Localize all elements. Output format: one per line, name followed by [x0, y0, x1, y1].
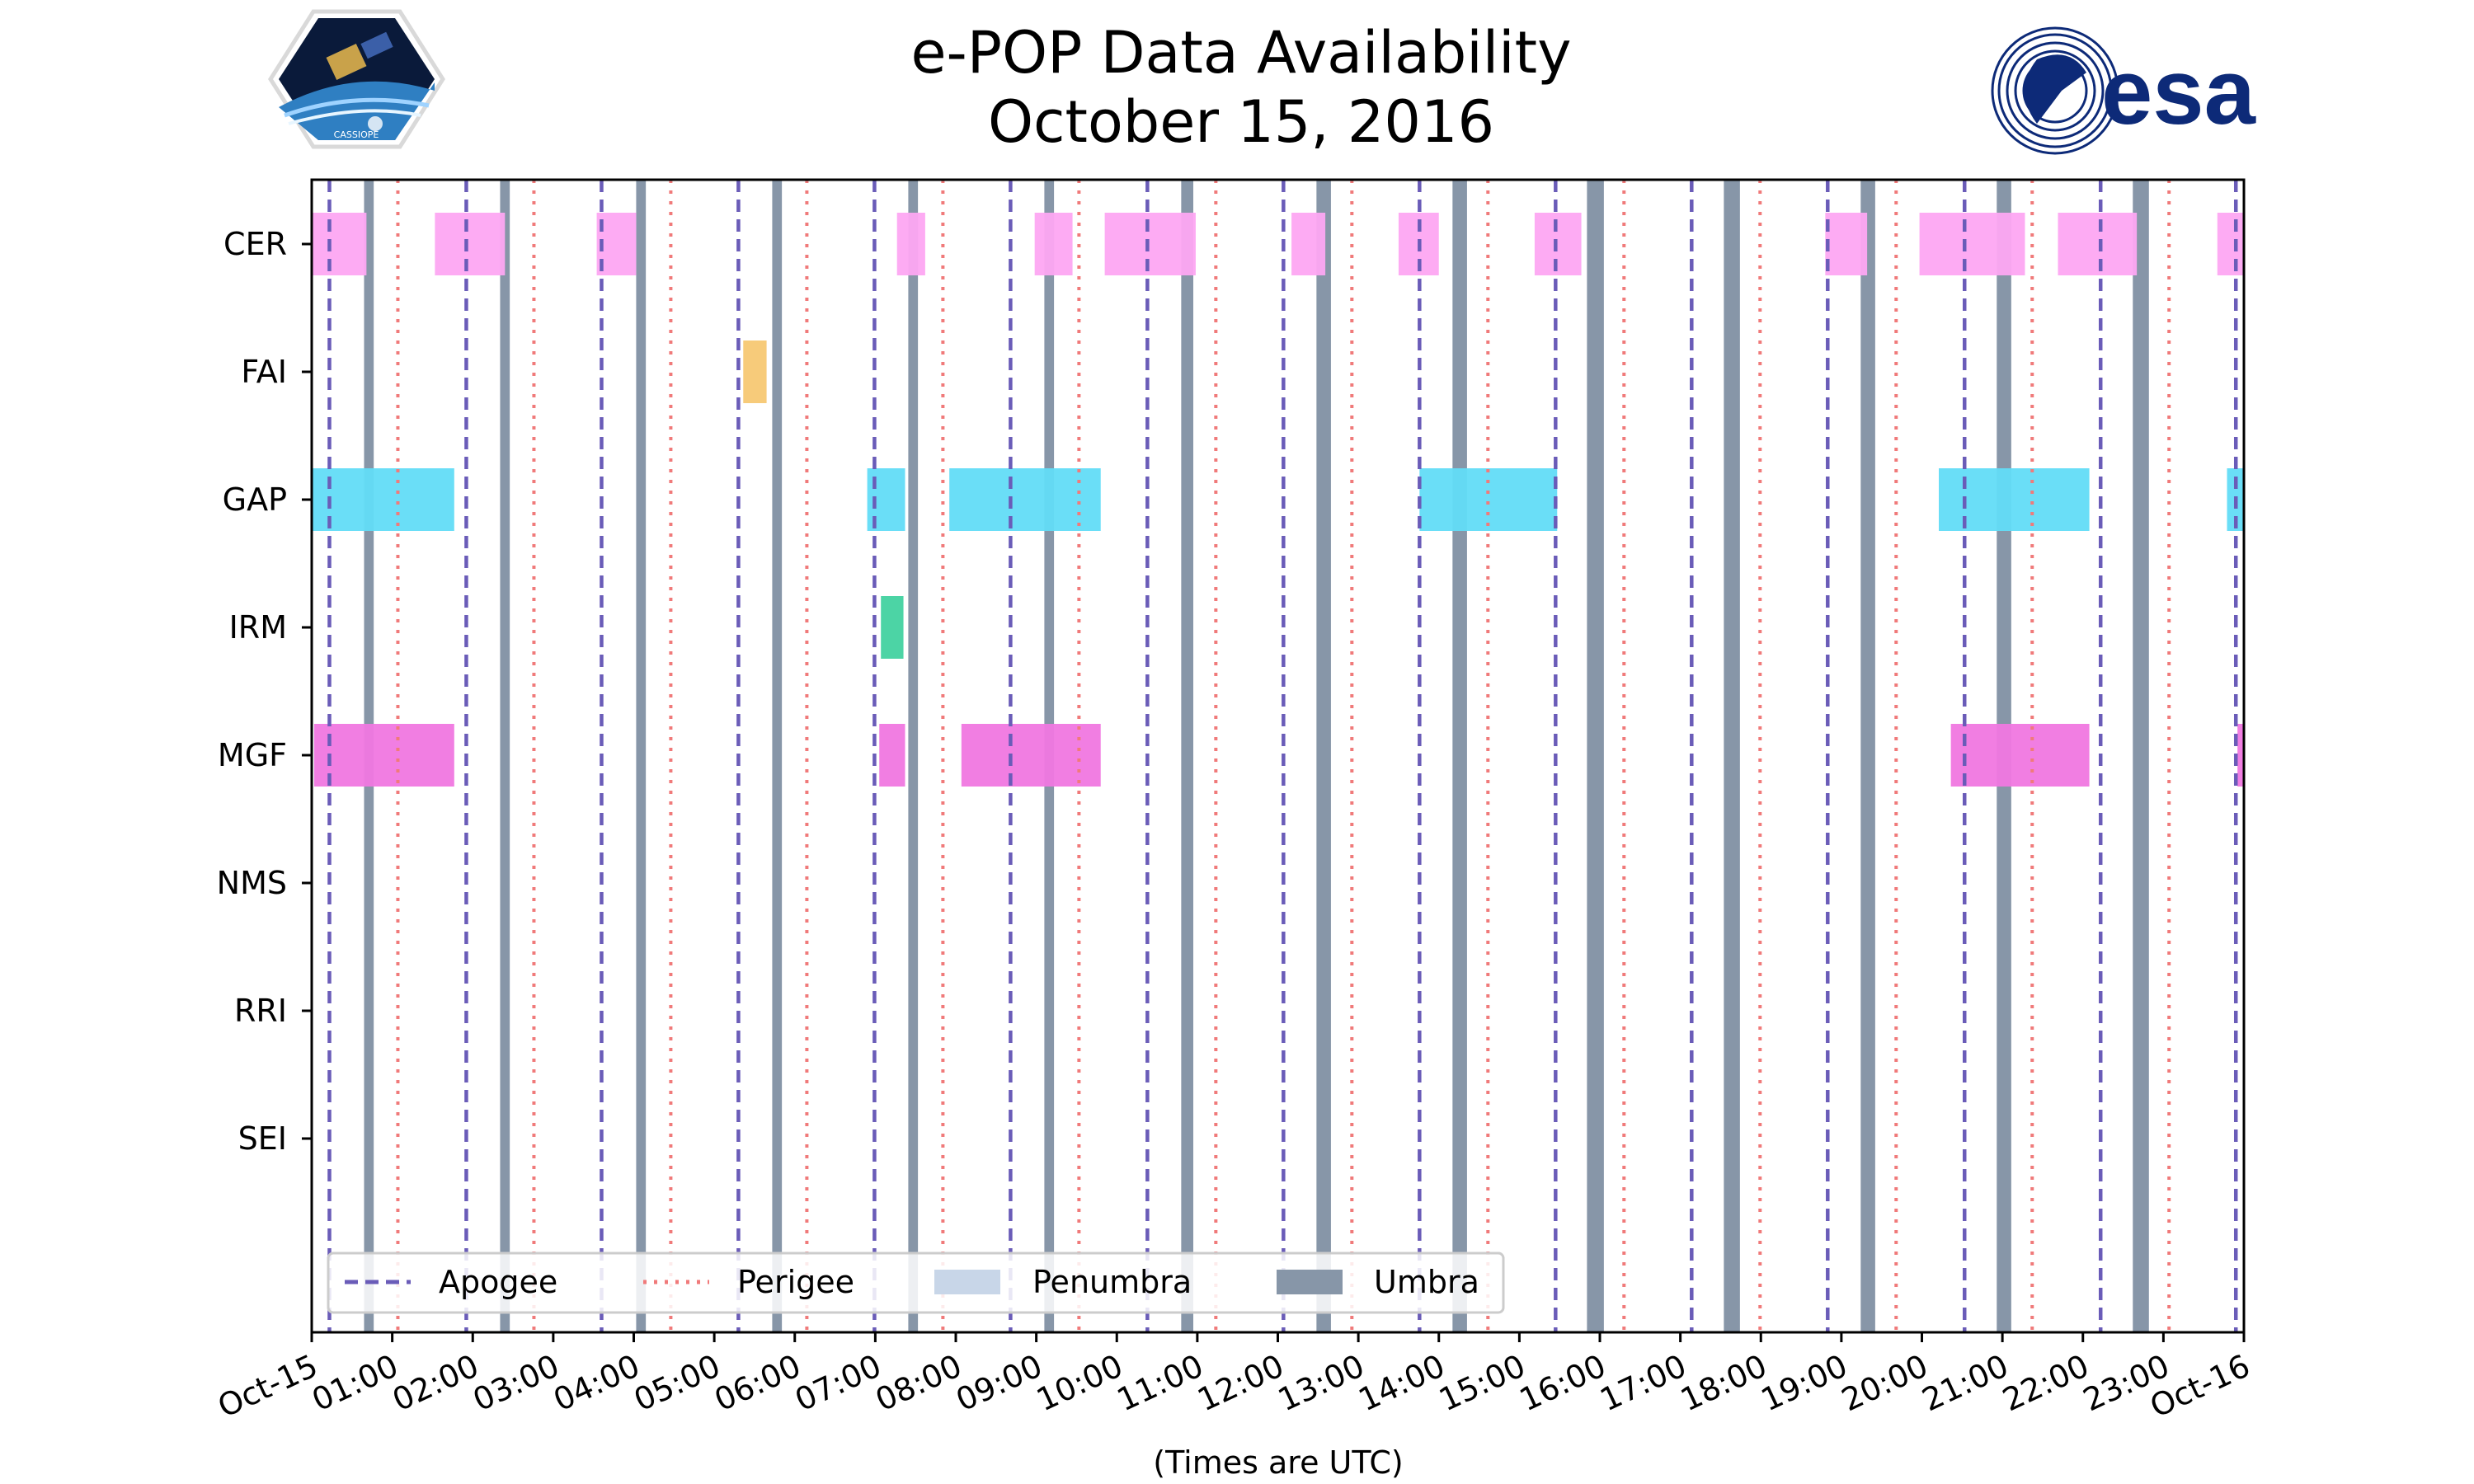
segment-fai — [743, 340, 767, 403]
x-tick-label: 07:00 — [789, 1347, 887, 1418]
x-tick-label: 15:00 — [1433, 1347, 1531, 1418]
instrument-segments — [312, 213, 2244, 787]
x-tick-label: 01:00 — [307, 1347, 404, 1418]
umbra-band — [1860, 180, 1875, 1332]
umbra-band — [1452, 180, 1467, 1332]
y-tick-label-irm: IRM — [229, 609, 287, 646]
y-tick-label-rri: RRI — [234, 993, 287, 1029]
x-tick-label: 05:00 — [628, 1347, 726, 1418]
x-tick-label: 09:00 — [951, 1347, 1048, 1418]
segment-cer — [1919, 213, 2025, 275]
segment-gap — [1419, 468, 1558, 531]
segment-mgf — [2237, 724, 2244, 787]
segment-irm — [881, 596, 904, 659]
x-tick-label: 12:00 — [1192, 1347, 1289, 1418]
segment-cer — [435, 213, 506, 275]
x-tick-label: 19:00 — [1756, 1347, 1853, 1418]
x-tick-label: 18:00 — [1675, 1347, 1772, 1418]
umbra-band — [772, 180, 783, 1332]
y-tick-label-fai: FAI — [241, 354, 287, 390]
segment-cer — [1104, 213, 1196, 275]
x-tick-label: 21:00 — [1917, 1347, 2014, 1418]
umbra-band — [500, 180, 510, 1332]
umbra-band — [2133, 180, 2149, 1332]
x-tick-label: 14:00 — [1353, 1347, 1451, 1418]
x-tick-label: 13:00 — [1272, 1347, 1370, 1418]
x-tick-label: 08:00 — [870, 1347, 967, 1418]
x-tick-label: 11:00 — [1112, 1347, 1209, 1418]
segment-cer — [896, 213, 925, 275]
legend-perigee-label: Perigee — [737, 1264, 854, 1300]
legend-apogee-label: Apogee — [439, 1264, 557, 1300]
segment-mgf — [1950, 724, 2090, 787]
x-axis: Oct-1501:0002:0003:0004:0005:0006:0007:0… — [212, 1332, 2255, 1425]
legend-umbra-swatch — [1277, 1270, 1343, 1294]
chart-title: e-POP Data Availability — [910, 19, 1571, 87]
esa-wordmark: esa — [2101, 40, 2256, 143]
segment-cer — [1825, 213, 1868, 275]
segment-cer — [1034, 213, 1073, 275]
x-tick-label: 06:00 — [709, 1347, 807, 1418]
umbra-band — [1587, 180, 1604, 1332]
segment-mgf — [961, 724, 1101, 787]
segment-mgf — [879, 724, 905, 787]
cassiope-logo: CASSIOPE — [268, 9, 445, 149]
umbra-band — [1724, 180, 1740, 1332]
segment-gap — [949, 468, 1101, 531]
legend-umbra-label: Umbra — [1374, 1264, 1479, 1300]
y-tick-label-nms: NMS — [217, 865, 287, 901]
umbra-bands — [364, 180, 2149, 1332]
x-tick-label: 02:00 — [387, 1347, 484, 1418]
umbra-band — [636, 180, 647, 1332]
umbra-band — [1181, 180, 1193, 1332]
umbra-band — [1316, 180, 1331, 1332]
x-tick-label: 10:00 — [1031, 1347, 1128, 1418]
cassiope-logo-caption: CASSIOPE — [334, 129, 379, 140]
segment-cer — [2217, 213, 2244, 275]
x-tick-label: 04:00 — [548, 1347, 645, 1418]
legend-penumbra-swatch — [934, 1270, 1000, 1294]
legend: Apogee Perigee Penumbra Umbra — [327, 1252, 1505, 1314]
segment-cer — [312, 213, 367, 275]
segment-gap — [312, 468, 454, 531]
x-tick-label: 22:00 — [1997, 1347, 2095, 1418]
x-axis-label: (Times are UTC) — [1153, 1444, 1403, 1481]
y-tick-label-sei: SEI — [238, 1120, 287, 1157]
segment-cer — [1291, 213, 1326, 275]
esa-logo: esa — [1991, 26, 2256, 155]
x-tick-label: 17:00 — [1595, 1347, 1692, 1418]
y-tick-label-cer: CER — [223, 226, 287, 262]
chart-subtitle: October 15, 2016 — [988, 88, 1494, 156]
y-tick-label-mgf: MGF — [218, 737, 287, 773]
legend-penumbra-label: Penumbra — [1032, 1264, 1192, 1300]
y-tick-label-gap: GAP — [223, 481, 287, 518]
x-tick-label: 16:00 — [1514, 1347, 1611, 1418]
x-tick-label: 03:00 — [468, 1347, 565, 1418]
segment-gap — [1939, 468, 2090, 531]
x-tick-label: 20:00 — [1836, 1347, 1933, 1418]
segment-mgf — [313, 724, 454, 787]
segment-cer — [1534, 213, 1582, 275]
segment-cer — [2058, 213, 2138, 275]
umbra-band — [908, 180, 919, 1332]
apogee-lines — [327, 180, 2238, 1332]
y-axis: CER FAI GAP IRM MGF NMS RRI SEI — [217, 226, 312, 1157]
